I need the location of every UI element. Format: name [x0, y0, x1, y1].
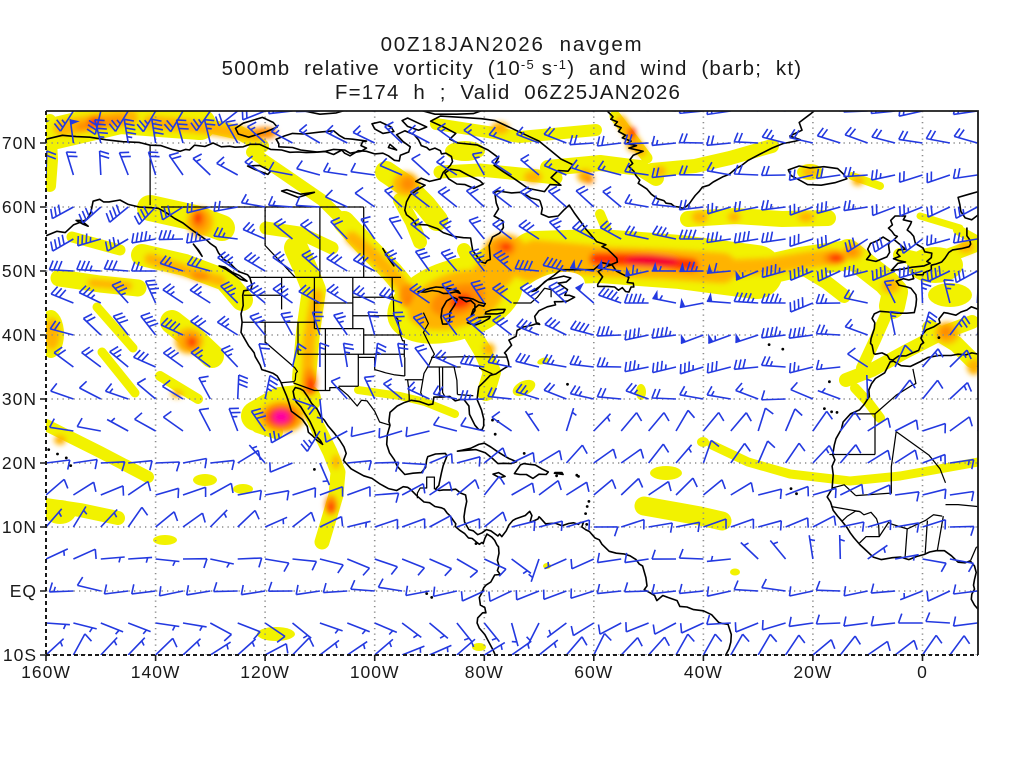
svg-text:120W: 120W — [240, 662, 290, 682]
svg-text:60W: 60W — [574, 662, 613, 682]
svg-text:70N: 70N — [2, 133, 37, 153]
svg-text:60N: 60N — [2, 197, 37, 217]
svg-text:10N: 10N — [2, 517, 37, 537]
svg-text:50N: 50N — [2, 261, 37, 281]
svg-text:100W: 100W — [350, 662, 400, 682]
svg-text:500mb relative vorticity (1: 500mb relative vorticity (10-5 s-1) and … — [222, 57, 803, 80]
svg-text:140W: 140W — [131, 662, 181, 682]
svg-text:160W: 160W — [21, 662, 71, 682]
svg-text:20N: 20N — [2, 453, 37, 473]
svg-text:EQ: EQ — [10, 581, 37, 601]
svg-text:F=174 h ; Valid 06Z25JAN20: F=174 h ; Valid 06Z25JAN2026 — [335, 81, 681, 104]
svg-text:40N: 40N — [2, 325, 37, 345]
svg-text:80W: 80W — [465, 662, 504, 682]
svg-text:40W: 40W — [684, 662, 723, 682]
svg-text:20W: 20W — [793, 662, 832, 682]
svg-text:0: 0 — [917, 662, 928, 682]
svg-text:30N: 30N — [2, 389, 37, 409]
svg-text:10S: 10S — [3, 645, 37, 665]
svg-text:00Z18JAN2026 navgem: 00Z18JAN2026 navgem — [381, 33, 644, 56]
